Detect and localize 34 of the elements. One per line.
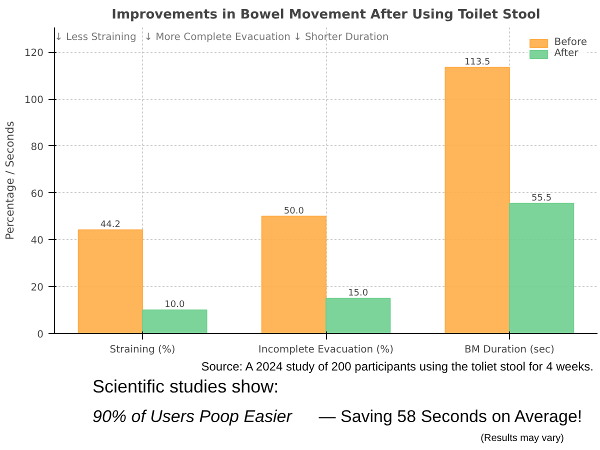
legend-label: After (554, 48, 578, 59)
bar (78, 229, 144, 334)
text: 10.0 (164, 300, 185, 310)
x-tick-label: BM Duration (sec) (464, 344, 555, 356)
bar (261, 216, 326, 334)
source-note: Source: A 2024 study of 200 participants using the toliet stool for 4 weeks. (201, 360, 594, 374)
text: 113.5 (464, 57, 490, 68)
y-tick-label: 0 (37, 330, 44, 340)
y-tick-label: 80 (30, 142, 44, 153)
x-tick-label: Incomplete Evacuation (%) (258, 344, 394, 356)
y-tick-label: 60 (30, 188, 44, 200)
text: 44.2 (100, 220, 120, 230)
chart-title: Improvements in Bowel Movement After Using Toilet Stool (112, 8, 540, 22)
annotation: ↓ More Complete Evacuation (144, 32, 290, 44)
y-tick-label: 20 (30, 282, 44, 294)
legend-label: Before (554, 37, 587, 48)
bar (444, 66, 510, 334)
annotation: ↓ Shorter Duration (293, 32, 389, 44)
text: 15.0 (348, 288, 368, 298)
text: (Results may vary) (480, 433, 564, 444)
text: Scientific studies show: (92, 376, 279, 396)
text: 50.0 (284, 206, 304, 216)
bar (142, 310, 208, 334)
text: 55.5 (532, 193, 552, 204)
bar (326, 298, 391, 334)
text: 90% of Users Poop Easier (92, 407, 294, 426)
bar (508, 202, 574, 334)
y-tick-label: 100 (24, 95, 44, 106)
y-axis-title: Percentage / Seconds (3, 120, 16, 240)
annotation: ↓ Less Straining (54, 32, 136, 44)
text: — Saving 58 Seconds on Average! (318, 407, 582, 426)
y-tick-label: 40 (30, 236, 44, 247)
x-tick-label: Straining (%) (110, 344, 176, 356)
y-tick-label: 120 (24, 48, 44, 60)
